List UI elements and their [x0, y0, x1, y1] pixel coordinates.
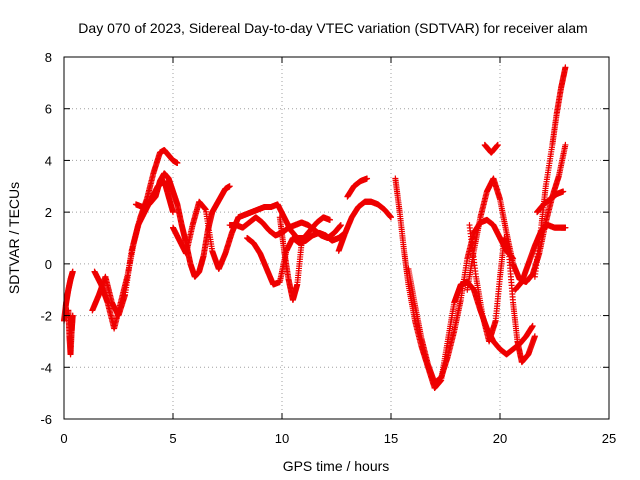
x-tick-labels: 0 5 10 15 20 25 [60, 431, 616, 446]
y-tick-label: 0 [45, 257, 52, 272]
x-tick-label: 5 [169, 431, 176, 446]
axis-ticks [63, 56, 610, 420]
x-tick-label: 15 [384, 431, 398, 446]
y-tick-label: 6 [45, 102, 52, 117]
series-10 [276, 214, 305, 304]
data-point [494, 141, 501, 148]
y-tick-label: 2 [45, 205, 52, 220]
series-12 [344, 175, 371, 200]
x-tick-label: 25 [602, 431, 616, 446]
data-point [170, 209, 176, 216]
series-16 [464, 141, 569, 293]
data-point [529, 322, 536, 329]
data-point [226, 183, 233, 190]
plot-frame [63, 56, 610, 420]
chart-title: Day 070 of 2023, Sidereal Day-to-day VTE… [78, 20, 587, 36]
x-tick-label: 0 [60, 431, 67, 446]
data-point [69, 312, 76, 319]
y-axis-label: SDTVAR / TECUs [6, 182, 22, 294]
y-tick-label: 4 [45, 153, 52, 168]
x-axis-label: GPS time / hours [283, 458, 390, 474]
data-point [560, 188, 567, 195]
data-point [337, 222, 344, 229]
data-point [298, 240, 305, 247]
y-tick-label: -6 [40, 412, 52, 427]
data-point [326, 216, 333, 223]
y-tick-label: 8 [45, 50, 52, 65]
series-2 [65, 307, 76, 358]
y-tick-label: -4 [40, 360, 52, 375]
series-17 [481, 141, 501, 156]
series-20 [531, 64, 569, 280]
y-tick-labels: -6 -4 -2 0 2 4 6 8 [40, 50, 52, 427]
series-11 [335, 198, 394, 254]
series-5 [132, 170, 233, 280]
data-point [562, 141, 569, 148]
x-tick-label: 20 [493, 431, 507, 446]
data-point [174, 160, 181, 167]
data-point [531, 333, 538, 340]
series-9 [244, 229, 349, 288]
series-4 [91, 147, 181, 332]
y-tick-label: -2 [40, 309, 52, 324]
data-point [364, 175, 371, 182]
series-18 [512, 222, 569, 293]
data-point [562, 224, 569, 231]
data-point [69, 268, 76, 275]
x-tick-label: 10 [275, 431, 289, 446]
data-point [562, 64, 569, 71]
data-marks [61, 64, 569, 391]
data-point [388, 214, 394, 221]
